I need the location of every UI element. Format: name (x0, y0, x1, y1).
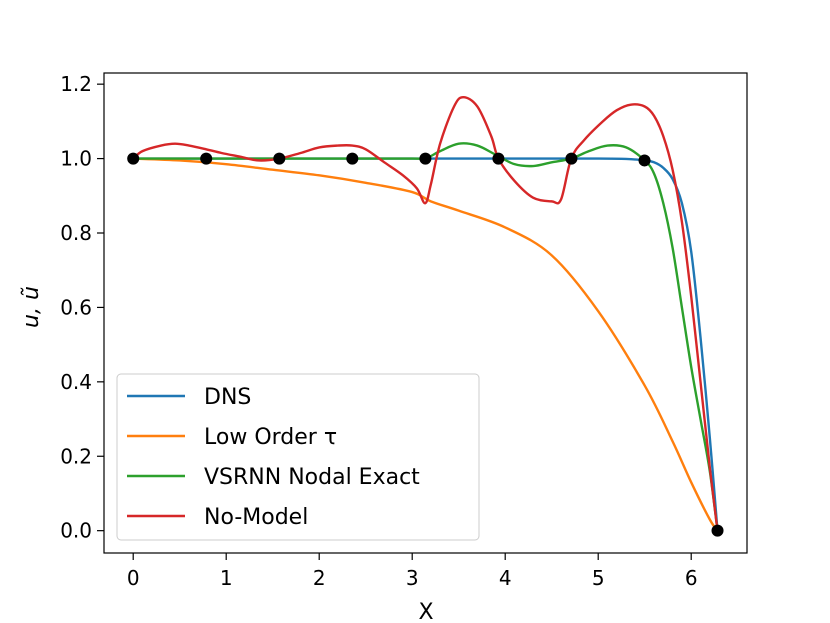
data-point-marker-3 (273, 152, 286, 165)
axes-frame (103, 72, 748, 554)
data-point-marker-6 (492, 152, 505, 165)
y-tick-label-1.2: 1.2 (60, 72, 92, 96)
series-line-4 (132, 95, 719, 532)
legend-label-1: DNS (204, 385, 251, 410)
y-tick-label-0.8: 0.8 (60, 221, 92, 245)
x-axis-label: X (418, 600, 433, 623)
data-point-marker-2 (200, 152, 213, 165)
axes: 0 1 2 3 4 5 6 0.0 0.2 0.4 0.6 0.8 1.0 1.2 (60, 72, 748, 590)
y-axis-label: u, ũ (19, 286, 44, 328)
marker-group (127, 152, 724, 537)
legend-label-2: Low Order τ (204, 425, 337, 450)
series-line-2 (132, 157, 719, 532)
x-tick-label-5: 5 (592, 566, 605, 590)
data-point-marker-8 (638, 154, 651, 167)
y-tick-label-1.0: 1.0 (60, 147, 92, 171)
legend-label-4: No-Model (204, 505, 308, 530)
y-tick-label-0.2: 0.2 (60, 444, 92, 468)
y-tick-label-0.4: 0.4 (60, 370, 92, 394)
plot-area (127, 95, 724, 537)
data-point-marker-9 (711, 524, 724, 537)
data-point-marker-5 (419, 152, 432, 165)
data-point-marker-1 (127, 152, 140, 165)
x-tick-label-2: 2 (313, 566, 326, 590)
x-tick-label-1: 1 (220, 566, 233, 590)
x-tick-label-4: 4 (499, 566, 512, 590)
legend: DNS Low Order τ VSRNN Nodal Exact No-Model (116, 373, 480, 541)
y-tick-label-0.6: 0.6 (60, 295, 92, 319)
y-tick-label-0.0: 0.0 (60, 519, 92, 543)
legend-box (116, 373, 480, 541)
data-point-marker-4 (346, 152, 359, 165)
legend-label-3: VSRNN Nodal Exact (204, 465, 420, 490)
x-tick-label-3: 3 (406, 566, 419, 590)
x-tick-label-0: 0 (127, 566, 140, 590)
data-point-marker-7 (565, 152, 578, 165)
x-tick-label-6: 6 (685, 566, 698, 590)
